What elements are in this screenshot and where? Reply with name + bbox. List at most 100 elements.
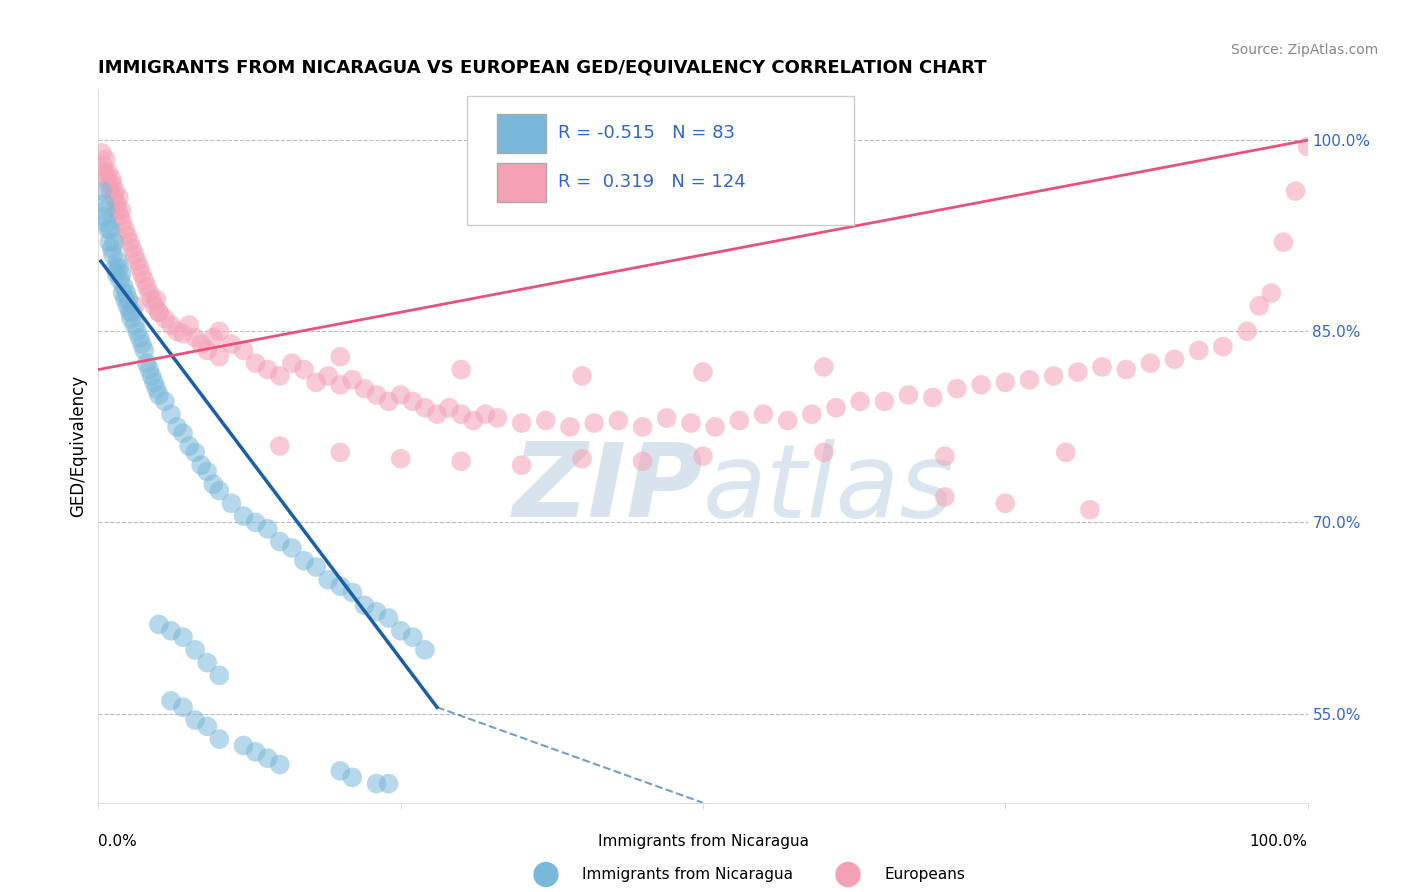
Point [124, 248, 146, 262]
Point [486, 411, 509, 425]
Point [143, 299, 166, 313]
Point [172, 426, 194, 441]
Point [571, 368, 593, 383]
Point [413, 401, 436, 415]
Text: Immigrants from Nicaragua: Immigrants from Nicaragua [598, 834, 808, 848]
Point [121, 305, 143, 319]
Point [138, 362, 160, 376]
Point [994, 496, 1017, 510]
Point [131, 337, 153, 351]
Point [107, 254, 129, 268]
Point [256, 522, 278, 536]
Point [329, 377, 352, 392]
Point [195, 656, 218, 670]
Point [655, 411, 678, 425]
Point [195, 343, 218, 358]
Point [342, 585, 364, 599]
Point [148, 305, 170, 319]
Point [1163, 352, 1185, 367]
Text: ⬤: ⬤ [834, 862, 862, 887]
Point [120, 311, 142, 326]
Point [138, 286, 160, 301]
Point [101, 178, 124, 192]
Point [366, 388, 388, 402]
Y-axis label: GED/Equivalency: GED/Equivalency [69, 375, 87, 517]
Point [329, 579, 352, 593]
Point [232, 739, 254, 753]
Point [292, 554, 315, 568]
Point [190, 458, 212, 472]
Point [1042, 368, 1064, 383]
Point [100, 222, 122, 236]
Point [269, 368, 291, 383]
Point [98, 235, 121, 249]
Point [117, 228, 139, 243]
Point [117, 299, 139, 313]
Point [873, 394, 896, 409]
Point [127, 324, 149, 338]
Point [329, 445, 352, 459]
Point [1284, 184, 1306, 198]
Point [245, 356, 267, 370]
Point [100, 184, 122, 198]
Point [93, 197, 115, 211]
Point [342, 373, 364, 387]
Point [195, 465, 218, 479]
Point [110, 203, 132, 218]
Point [100, 242, 122, 256]
Point [281, 541, 304, 555]
Point [269, 439, 291, 453]
Point [377, 611, 399, 625]
Text: ZIP: ZIP [512, 438, 703, 540]
Point [110, 267, 132, 281]
Point [934, 490, 956, 504]
Point [245, 516, 267, 530]
Point [111, 286, 134, 301]
Point [160, 407, 183, 421]
Point [607, 413, 630, 427]
Point [1091, 359, 1114, 374]
Point [128, 331, 150, 345]
Point [97, 222, 120, 236]
Point [281, 356, 304, 370]
Point [316, 368, 339, 383]
Point [148, 305, 170, 319]
Point [111, 216, 134, 230]
Point [534, 413, 557, 427]
Point [141, 368, 163, 383]
Point [124, 299, 146, 313]
Point [813, 445, 835, 459]
Point [108, 273, 131, 287]
Point [1115, 362, 1137, 376]
Point [232, 343, 254, 358]
Point [96, 216, 118, 230]
Point [94, 203, 117, 218]
Point [91, 184, 114, 198]
Text: 0.0%: 0.0% [98, 834, 138, 848]
Text: R = -0.515   N = 83: R = -0.515 N = 83 [558, 125, 735, 143]
Text: Immigrants from Nicaragua: Immigrants from Nicaragua [582, 867, 793, 881]
FancyBboxPatch shape [467, 96, 855, 225]
Point [245, 745, 267, 759]
Point [1212, 340, 1234, 354]
Point [104, 260, 127, 275]
Point [342, 770, 364, 784]
Point [1260, 286, 1282, 301]
Point [377, 777, 399, 791]
Point [208, 483, 231, 498]
Point [402, 630, 425, 644]
Point [329, 350, 352, 364]
Point [160, 624, 183, 638]
Point [103, 190, 125, 204]
Point [474, 407, 496, 421]
Point [728, 413, 751, 427]
Point [366, 605, 388, 619]
Point [571, 451, 593, 466]
Point [1236, 324, 1258, 338]
Point [107, 203, 129, 218]
Point [450, 407, 472, 421]
Point [631, 454, 654, 468]
Point [118, 305, 141, 319]
Point [115, 286, 138, 301]
Point [114, 293, 136, 307]
